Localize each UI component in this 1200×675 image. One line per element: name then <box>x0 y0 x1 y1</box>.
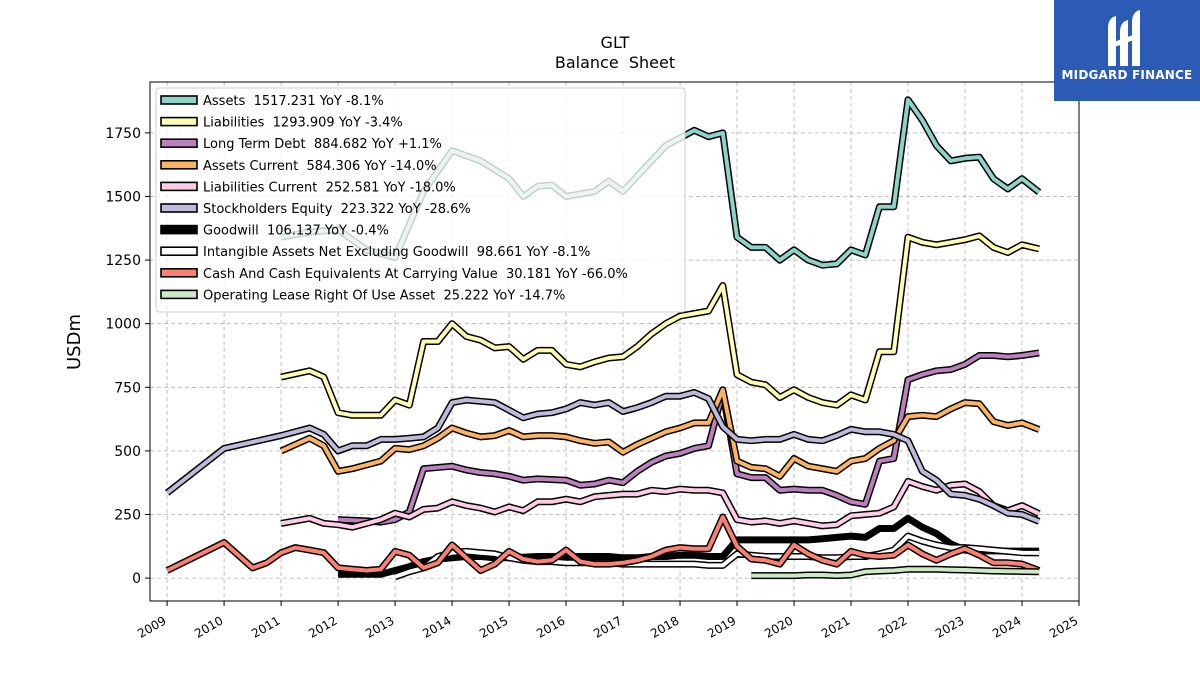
legend-label: Goodwill 106.137 YoY -0.4% <box>203 224 389 239</box>
series-liabilities <box>280 232 1040 419</box>
x-tick-label: 2020 <box>762 613 795 640</box>
x-tick-label: 2010 <box>192 613 225 640</box>
logo-text: MIDGARD FINANCE <box>1061 68 1193 82</box>
x-tick-label: 2017 <box>591 613 624 640</box>
y-tick-label: 0 <box>132 571 141 587</box>
legend-swatch <box>160 116 198 127</box>
x-tick-label: 2021 <box>819 613 852 640</box>
x-tick-label: 2009 <box>135 613 168 640</box>
series-cash-and-cash-equivalents-at-carrying-value <box>165 513 1041 574</box>
legend-swatch <box>160 95 198 105</box>
legend-swatch <box>160 289 198 300</box>
legend-label: Assets 1517.231 YoY -8.1% <box>203 94 384 109</box>
series-layer <box>164 96 1042 581</box>
x-tick-label: 2016 <box>534 613 567 640</box>
series-line <box>166 515 1040 573</box>
y-tick-label: 1000 <box>105 317 141 333</box>
y-axis-label: USDm <box>64 314 85 370</box>
series-assets-current <box>279 386 1041 480</box>
y-tick-label: 1750 <box>105 126 141 142</box>
x-tick-label: 2019 <box>705 613 738 640</box>
series-liabilities-current <box>280 477 1041 531</box>
x-tick-label: 2012 <box>306 613 339 640</box>
y-tick-label: 750 <box>114 380 141 396</box>
series-line <box>165 390 1040 524</box>
legend-label: Long Term Debt 884.682 YoY +1.1% <box>203 137 442 152</box>
legend-box <box>155 87 686 313</box>
x-tick-label: 2018 <box>648 613 681 640</box>
series-line <box>280 387 1040 479</box>
legend-swatch <box>160 203 198 213</box>
x-tick-label: 2013 <box>363 613 396 640</box>
series-long-term-debt <box>337 349 1040 526</box>
legend-swatch <box>160 267 198 278</box>
legend-swatch <box>160 138 198 148</box>
legend-label: Liabilities 1293.909 YoY -3.4% <box>203 116 403 131</box>
legend-swatch <box>160 181 198 192</box>
x-tick-label: 2025 <box>1047 613 1080 640</box>
legend-swatch <box>160 160 198 170</box>
x-tick-label: 2022 <box>876 613 909 640</box>
series-line <box>338 350 1040 525</box>
series-goodwill <box>338 514 1040 578</box>
plot-frame <box>149 81 1080 602</box>
legend-label: Assets Current 584.306 YoY -14.0% <box>203 159 437 174</box>
series-line <box>338 516 1040 577</box>
chart-subtitle: Balance Sheet <box>555 53 675 72</box>
y-tick-label: 1250 <box>105 253 141 269</box>
legend-label: Cash And Cash Equivalents At Carrying Va… <box>203 267 628 282</box>
series-operating-lease-right-of-use-asset <box>751 565 1040 580</box>
series-stockholders-equity <box>164 388 1041 525</box>
series-line <box>280 479 1040 530</box>
x-tick-label: 2015 <box>477 613 510 640</box>
x-tick-label: 2023 <box>933 613 966 640</box>
legend-label: Liabilities Current 252.581 YoY -18.0% <box>203 180 456 195</box>
y-tick-label: 500 <box>114 444 141 460</box>
x-tick-label: 2011 <box>249 613 282 640</box>
legend: Assets 1517.231 YoY -8.1% Liabilities 129… <box>155 87 686 313</box>
legend-swatch <box>160 224 198 235</box>
legend-label: Stockholders Equity 223.322 YoY -28.6% <box>203 202 471 217</box>
x-tick-label: 2014 <box>420 613 453 640</box>
legend-label: Intangible Assets Net Excluding Goodwill… <box>203 245 590 260</box>
legend-label: Operating Lease Right Of Use Asset 25.22… <box>203 288 565 303</box>
series-line <box>751 567 1040 578</box>
chart-title: GLT <box>601 33 630 52</box>
series-line <box>280 233 1040 418</box>
midgard-finance-logo: MIDGARD FINANCE <box>1054 0 1200 101</box>
legend-swatch <box>160 246 198 256</box>
x-tick-label: 2024 <box>990 613 1023 640</box>
y-tick-label: 1500 <box>105 189 141 205</box>
logo-mark-icon <box>1108 10 1140 66</box>
y-tick-label: 250 <box>114 508 141 524</box>
